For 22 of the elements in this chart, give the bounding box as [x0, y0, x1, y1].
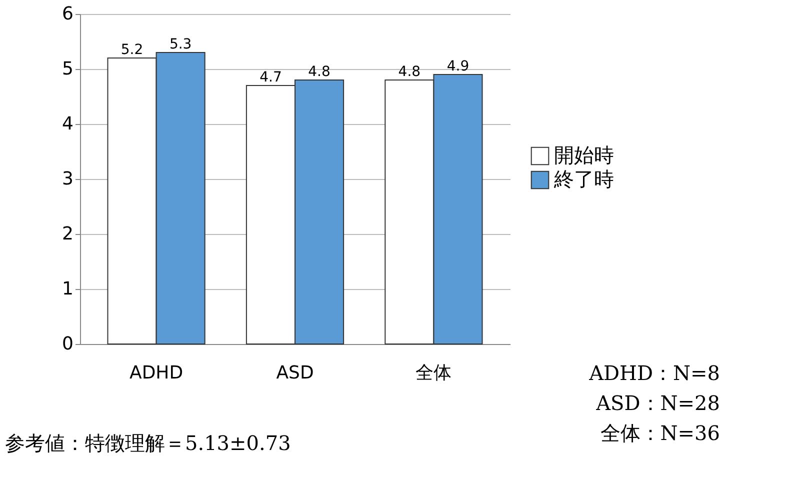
data-label: 5.2	[120, 42, 144, 58]
x-tick-label: ASD	[276, 362, 314, 384]
text: ADHD：N=8	[588, 361, 720, 385]
y-tick-label: 6	[62, 4, 74, 24]
data-label: 4.7	[260, 70, 282, 86]
y-tick-label: 1	[62, 278, 74, 300]
x-tick-label: ADHD	[130, 362, 184, 384]
data-label: 4.8	[308, 64, 330, 80]
data-label: 5.3	[169, 36, 192, 52]
y-tick-label: 3	[62, 168, 74, 190]
text: 全体：N=36	[600, 421, 720, 445]
y-tick-label: 4	[62, 114, 74, 134]
y-tick-label: 0	[62, 334, 74, 354]
y-tick-label: 5	[62, 58, 74, 80]
x-tick-label: 全体	[416, 362, 452, 384]
legend-label: 終了時	[553, 167, 614, 191]
data-label: 4.8	[398, 64, 421, 80]
text: 参考値：特徴理解＝5.13±0.73	[5, 431, 291, 455]
y-tick-label: 2	[62, 224, 74, 244]
data-label: 4.9	[446, 58, 470, 74]
legend-label: 開始時	[554, 143, 614, 167]
text: ASD：N=28	[595, 391, 720, 415]
